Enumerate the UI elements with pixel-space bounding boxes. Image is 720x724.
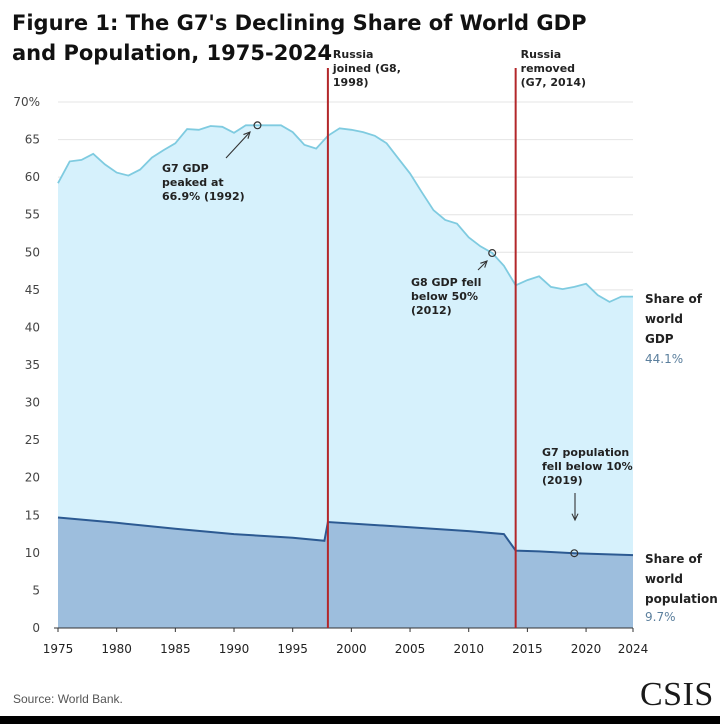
x-tick-label: 1975 xyxy=(43,642,74,656)
annotation-label: fell below 10% xyxy=(542,460,633,473)
y-tick-label: 40 xyxy=(25,320,40,334)
y-tick-label: 20 xyxy=(25,471,40,485)
annotation-arrow xyxy=(477,260,488,271)
annotation-arrowhead xyxy=(571,513,579,522)
population-series-label: population xyxy=(645,592,718,606)
x-tick-label: 1995 xyxy=(277,642,308,656)
gdp-series-label: Share of xyxy=(645,292,703,306)
y-tick-label: 70% xyxy=(13,95,40,109)
y-tick-label: 60 xyxy=(25,170,40,184)
event-label: removed xyxy=(521,62,575,75)
y-tick-label: 65 xyxy=(25,133,40,147)
x-tick-label: 1990 xyxy=(219,642,250,656)
y-tick-label: 35 xyxy=(25,358,40,372)
csis-logo: CSIS xyxy=(640,676,714,713)
x-tick-label: 2015 xyxy=(512,642,543,656)
annotation-label: G7 population xyxy=(542,446,629,459)
event-label: 1998) xyxy=(333,76,369,89)
event-label: joined (G8, xyxy=(332,62,401,75)
annotation-label: (2019) xyxy=(542,474,583,487)
annotation-marker xyxy=(570,549,579,558)
population-area xyxy=(58,517,633,628)
x-tick-label: 2005 xyxy=(395,642,426,656)
population-series-value: 9.7% xyxy=(645,610,676,624)
gdp-line xyxy=(57,124,633,303)
annotation-marker xyxy=(253,121,262,130)
bottom-bar xyxy=(0,716,720,724)
annotation-marker xyxy=(488,249,497,258)
y-tick-label: 25 xyxy=(25,433,40,447)
y-tick-label: 15 xyxy=(25,508,40,522)
event-label: Russia xyxy=(333,48,374,61)
y-tick-label: 30 xyxy=(25,396,40,410)
event-label: (G7, 2014) xyxy=(521,76,586,89)
annotation-arrow xyxy=(225,131,251,159)
population-series-label: world xyxy=(645,572,683,586)
annotation-label: (2012) xyxy=(411,304,452,317)
annotation-label: G7 GDP xyxy=(162,162,209,175)
x-tick-label: 2000 xyxy=(336,642,367,656)
gdp-area xyxy=(58,125,633,629)
annotation-label: below 50% xyxy=(411,290,478,303)
y-tick-label: 5 xyxy=(32,583,40,597)
event-label: Russia xyxy=(521,48,562,61)
x-tick-label: 2024 xyxy=(618,642,649,656)
x-tick-label: 1985 xyxy=(160,642,191,656)
source-note: Source: World Bank. xyxy=(13,692,123,706)
annotation-arrowhead xyxy=(243,131,251,139)
annotation-arrowhead xyxy=(480,260,488,268)
y-tick-label: 45 xyxy=(25,283,40,297)
gdp-series-label: GDP xyxy=(645,332,674,346)
y-tick-label: 50 xyxy=(25,245,40,259)
gdp-series-label: world xyxy=(645,312,683,326)
y-tick-label: 0 xyxy=(32,621,40,635)
x-tick-label: 2010 xyxy=(453,642,484,656)
y-tick-label: 55 xyxy=(25,208,40,222)
annotation-label: peaked at xyxy=(162,176,224,189)
population-line xyxy=(57,516,634,557)
x-tick-label: 1980 xyxy=(101,642,132,656)
annotation-label: G8 GDP fell xyxy=(411,276,481,289)
gdp-series-value: 44.1% xyxy=(645,352,683,366)
x-tick-label: 2020 xyxy=(571,642,602,656)
chart-title: Figure 1: The G7's Declining Share of Wo… xyxy=(12,11,587,65)
annotation-label: 66.9% (1992) xyxy=(162,190,245,203)
population-series-label: Share of xyxy=(645,552,703,566)
y-tick-label: 10 xyxy=(25,546,40,560)
